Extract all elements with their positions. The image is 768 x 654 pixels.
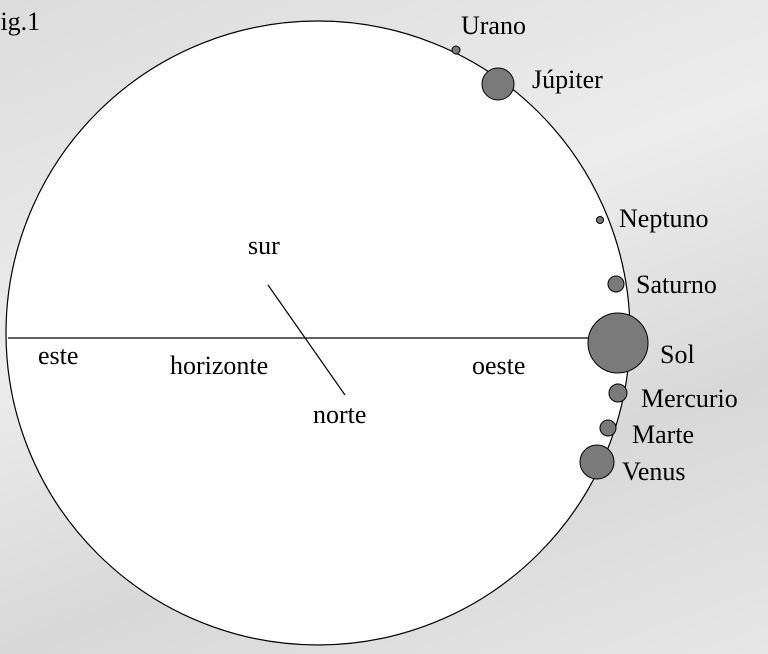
body-label: Urano (461, 11, 526, 40)
body-label: Marte (632, 420, 694, 449)
jupiter-dot (482, 68, 514, 100)
diagram: Fig.1 sur norte este oeste horizonte Ura… (0, 0, 768, 654)
body-label: Júpiter (532, 65, 603, 94)
direction-label: norte (313, 400, 366, 429)
direction-label: este (38, 341, 78, 370)
celestial-circle (6, 21, 630, 645)
sol-dot (588, 313, 648, 373)
body-label: Neptuno (619, 204, 709, 233)
saturno-dot (608, 276, 624, 292)
neptuno-dot (597, 217, 604, 224)
urano-dot (452, 46, 460, 54)
body-label: Sol (660, 340, 695, 369)
page: Fig.1 sur norte este oeste horizonte Ura… (0, 0, 768, 654)
body-label: Saturno (636, 270, 717, 299)
horizon-label: horizonte (170, 351, 268, 380)
body-label: Mercurio (641, 384, 738, 413)
direction-label: oeste (472, 351, 525, 380)
mercurio-dot (609, 384, 627, 402)
body-label: Venus (622, 457, 686, 486)
venus-dot (580, 445, 614, 479)
figure-label: Fig.1 (0, 7, 40, 36)
marte-dot (600, 420, 616, 436)
direction-label: sur (248, 231, 280, 260)
